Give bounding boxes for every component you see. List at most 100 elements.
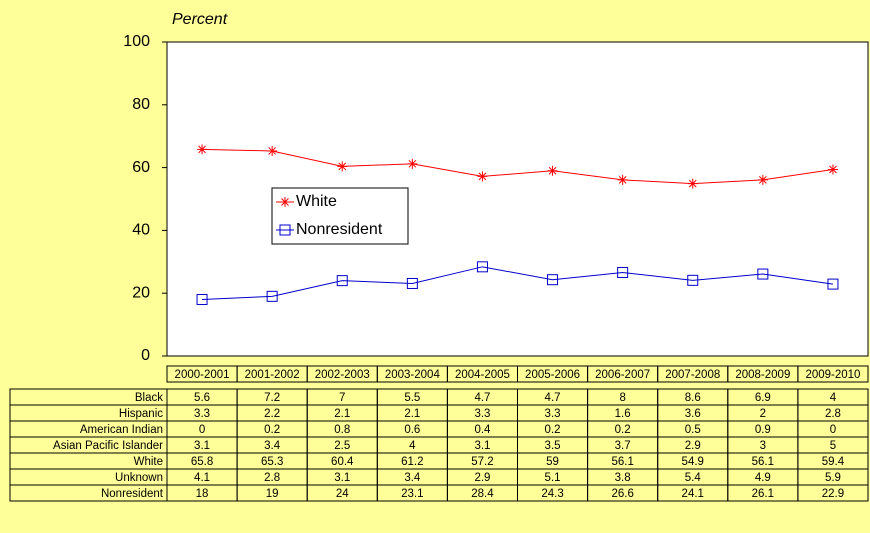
table-value: 56.1 bbox=[611, 456, 633, 468]
table-value: 5.4 bbox=[685, 472, 702, 484]
table-value: 3 bbox=[760, 440, 766, 452]
table-value: 3.8 bbox=[615, 472, 631, 484]
y-tick-label: 80 bbox=[132, 96, 150, 113]
table-value: 2.5 bbox=[334, 440, 350, 452]
table-value: 24.3 bbox=[541, 488, 563, 500]
table-row-label: Black bbox=[135, 392, 163, 404]
table-value: 3.4 bbox=[404, 472, 421, 484]
table-value: 0.2 bbox=[615, 424, 631, 436]
y-tick-label: 60 bbox=[132, 159, 150, 176]
table-value: 3.1 bbox=[194, 440, 210, 452]
x-tick-label: 2008-2009 bbox=[735, 369, 790, 381]
table-value: 3.6 bbox=[685, 408, 701, 420]
point bbox=[266, 290, 278, 302]
table-value: 3.5 bbox=[545, 440, 561, 452]
table-row-label: Unknown bbox=[115, 472, 163, 484]
point bbox=[827, 164, 838, 175]
table-value: 0.9 bbox=[755, 424, 771, 436]
table-value: 65.3 bbox=[261, 456, 283, 468]
table-value: 2.2 bbox=[264, 408, 280, 420]
legend bbox=[271, 187, 409, 245]
line bbox=[202, 148, 834, 185]
x-tick-label: 2002-2003 bbox=[315, 369, 370, 381]
x-tick-label: 2003-2004 bbox=[385, 369, 441, 381]
table-value: 3.4 bbox=[264, 440, 281, 452]
table-value: 59.4 bbox=[822, 456, 845, 468]
point bbox=[197, 144, 208, 155]
table-value: 5.1 bbox=[545, 472, 561, 484]
point bbox=[687, 274, 699, 286]
line bbox=[202, 266, 834, 300]
table-value: 54.9 bbox=[682, 456, 704, 468]
table-value: 26.1 bbox=[752, 488, 774, 500]
point bbox=[477, 171, 488, 182]
y-tick-label: 0 bbox=[141, 347, 150, 364]
x-tick-label: 2009-2010 bbox=[805, 369, 860, 381]
table-value: 2.9 bbox=[685, 440, 701, 452]
table-value: 8.6 bbox=[685, 392, 701, 404]
table-value: 3.3 bbox=[194, 408, 210, 420]
point bbox=[757, 268, 769, 280]
table-value: 4.7 bbox=[474, 392, 490, 404]
table-value: 0 bbox=[199, 424, 205, 436]
table-value: 59 bbox=[546, 456, 559, 468]
table-value: 19 bbox=[266, 488, 279, 500]
table-value: 1.6 bbox=[615, 408, 631, 420]
table-value: 7 bbox=[339, 392, 345, 404]
table-value: 2.1 bbox=[404, 408, 420, 420]
table-value: 0.6 bbox=[404, 424, 420, 436]
x-tick-label: 2005-2006 bbox=[525, 369, 580, 381]
y-axis-label: Percent bbox=[172, 11, 228, 28]
table-row-label: White bbox=[134, 456, 163, 468]
table-value: 3.3 bbox=[474, 408, 490, 420]
point bbox=[407, 158, 418, 169]
legend-marker bbox=[280, 197, 290, 207]
table-row-label: Hispanic bbox=[119, 408, 163, 420]
table-value: 3.1 bbox=[474, 440, 490, 452]
point bbox=[547, 274, 559, 286]
point bbox=[336, 275, 348, 287]
legend-label: Nonresident bbox=[296, 221, 383, 238]
table-value: 2.9 bbox=[474, 472, 490, 484]
table-value: 26.6 bbox=[611, 488, 633, 500]
table-value: 4 bbox=[409, 440, 416, 452]
x-tick-label: 2006-2007 bbox=[595, 369, 650, 381]
table-value: 5 bbox=[830, 440, 836, 452]
x-tick-label: 2004-2005 bbox=[455, 369, 510, 381]
table-value: 4 bbox=[830, 392, 837, 404]
point bbox=[617, 174, 628, 185]
table-value: 22.9 bbox=[822, 488, 844, 500]
legend-label: White bbox=[296, 193, 337, 210]
table-header-cell bbox=[797, 365, 869, 383]
y-tick-label: 20 bbox=[132, 284, 150, 301]
point bbox=[337, 161, 348, 172]
legend-marker bbox=[279, 224, 291, 236]
table-value: 57.2 bbox=[471, 456, 493, 468]
table-value: 23.1 bbox=[401, 488, 423, 500]
table-value: 0 bbox=[830, 424, 836, 436]
table-value: 5.6 bbox=[194, 392, 210, 404]
y-tick-label: 40 bbox=[132, 222, 150, 239]
point bbox=[687, 178, 698, 189]
table-value: 24.1 bbox=[682, 488, 704, 500]
table-value: 2.1 bbox=[334, 408, 350, 420]
point bbox=[617, 266, 629, 278]
table-row-label: American Indian bbox=[80, 424, 163, 436]
table-value: 60.4 bbox=[331, 456, 354, 468]
table-value: 65.8 bbox=[191, 456, 213, 468]
point bbox=[547, 165, 558, 176]
table-value: 28.4 bbox=[471, 488, 494, 500]
table-row-label: Asian Pacific Islander bbox=[53, 440, 163, 452]
x-tick-label: 2007-2008 bbox=[665, 369, 720, 381]
table-value: 0.2 bbox=[264, 424, 280, 436]
table-row-label: Nonresident bbox=[101, 488, 164, 500]
table-value: 0.4 bbox=[474, 424, 491, 436]
table-value: 4.7 bbox=[545, 392, 561, 404]
table-value: 24 bbox=[336, 488, 349, 500]
table-value: 61.2 bbox=[401, 456, 423, 468]
table-value: 3.7 bbox=[615, 440, 631, 452]
table-value: 2.8 bbox=[264, 472, 280, 484]
point bbox=[406, 277, 418, 289]
table-value: 6.9 bbox=[755, 392, 771, 404]
